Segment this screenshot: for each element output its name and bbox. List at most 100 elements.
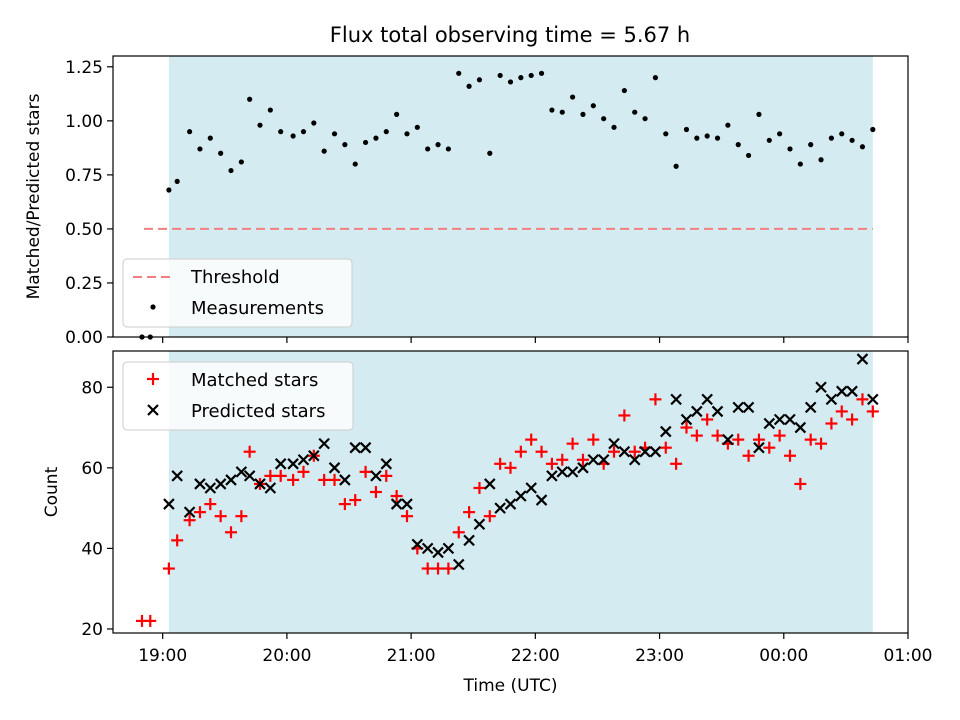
- matched-point: [763, 441, 776, 454]
- predicted-point: [587, 453, 600, 466]
- measurement-point: [549, 107, 555, 113]
- count-legend: Matched stars Predicted stars: [122, 361, 354, 431]
- predicted-point: [742, 401, 755, 414]
- matched-point: [846, 413, 859, 426]
- matched-point: [670, 457, 683, 470]
- measurement-point: [197, 146, 203, 152]
- predicted-point: [297, 453, 310, 466]
- measurement-point: [663, 131, 669, 137]
- measurement-point: [373, 135, 379, 141]
- matched-point: [328, 473, 341, 486]
- matched-point: [576, 453, 589, 466]
- measurement-point: [714, 135, 721, 141]
- predicted-point: [194, 478, 206, 490]
- matched-point: [171, 534, 184, 547]
- matched-point: [866, 405, 879, 418]
- predicted-point: [794, 421, 807, 434]
- measurement-point: [207, 135, 213, 141]
- predicted-point: [867, 393, 879, 406]
- y-tick-label: 0.50: [65, 220, 103, 240]
- y-tick-label: 60: [81, 459, 103, 479]
- predicted-point: [318, 437, 330, 450]
- matched-point: [421, 562, 434, 575]
- predicted-point: [659, 425, 672, 438]
- ratio-legend: Threshold Measurements: [122, 258, 353, 328]
- matched-point: [193, 506, 206, 519]
- measurement-point: [342, 142, 348, 148]
- measurement-point: [218, 150, 224, 156]
- x-tick-label: 21:00: [387, 646, 436, 666]
- measurement-point: [828, 135, 834, 141]
- predicted-point: [390, 498, 403, 510]
- predicted-point: [680, 413, 693, 426]
- predicted-point: [711, 405, 724, 418]
- measurement-point: [570, 94, 576, 100]
- matched-point: [835, 405, 848, 418]
- matched-point: [483, 510, 496, 523]
- x-axis-label: Time (UTC): [463, 676, 558, 696]
- measurement-point: [818, 157, 824, 163]
- measurement-point: [445, 146, 451, 152]
- predicted-point: [328, 462, 341, 474]
- predicted-point: [608, 437, 620, 450]
- measurement-point: [528, 72, 534, 79]
- matched-point: [432, 562, 445, 575]
- matched-point: [297, 465, 310, 478]
- measurement-point: [642, 116, 648, 122]
- measurement-point: [321, 148, 327, 154]
- ratio-y-axis-label: Matched/Predicted stars: [24, 93, 44, 299]
- measurement-point: [694, 135, 700, 141]
- matched-point: [287, 473, 300, 486]
- predicted-point: [214, 478, 227, 490]
- measurement-point: [859, 144, 866, 150]
- measurement-point: [766, 137, 772, 143]
- count-panel-ticks: 20 40 60 80 19:00 20:00 21:00 22:00 23:00 00:00 01…: [81, 378, 932, 666]
- measurement-point: [601, 116, 607, 122]
- measurement-point: [352, 161, 358, 167]
- predicted-point: [763, 417, 776, 430]
- measurement-point: [331, 131, 338, 137]
- predicted-point: [597, 453, 610, 466]
- measurement-point: [538, 70, 545, 76]
- predicted-point: [225, 474, 237, 486]
- predicted-point: [484, 478, 496, 490]
- matched-point: [690, 429, 703, 442]
- predicted-point: [577, 462, 589, 474]
- matched-point: [535, 445, 548, 458]
- predicted-point: [753, 441, 765, 454]
- measurement-point: [652, 75, 659, 81]
- predicted-point: [525, 482, 537, 494]
- matched-points: [135, 393, 879, 627]
- measurement-point: [673, 163, 679, 169]
- measurement-point: [580, 111, 586, 117]
- measurement-point: [632, 109, 638, 115]
- measurement-point: [787, 146, 793, 152]
- measurement-point: [487, 150, 493, 156]
- matched-point: [752, 433, 765, 446]
- measurement-point: [497, 72, 503, 79]
- predicted-point: [504, 498, 517, 510]
- measurement-point: [383, 129, 389, 135]
- matched-point: [359, 465, 372, 478]
- matched-point: [659, 441, 672, 454]
- matched-point: [794, 477, 807, 490]
- predicted-point: [287, 458, 299, 470]
- legend-threshold-label: Threshold: [190, 267, 280, 288]
- measurement-point: [238, 159, 244, 165]
- legend-matched-swatch: [147, 373, 159, 385]
- x-tick-label: 00:00: [759, 646, 808, 666]
- measurement-point: [166, 187, 172, 193]
- matched-point: [783, 449, 796, 462]
- matched-point: [400, 510, 413, 523]
- matched-point: [856, 393, 869, 406]
- measurement-point: [725, 122, 731, 128]
- measurement-point: [267, 107, 273, 113]
- predicted-point: [183, 506, 196, 518]
- matched-point: [556, 453, 569, 466]
- count-y-axis-label: Count: [42, 466, 62, 517]
- matched-point: [545, 457, 558, 470]
- ratio-panel: 0.00 0.25 0.50 0.75 1.00 1.25 Matched/Predict…: [24, 55, 909, 348]
- predicted-point: [835, 385, 848, 398]
- measurement-point: [257, 122, 263, 128]
- matched-point: [204, 498, 217, 511]
